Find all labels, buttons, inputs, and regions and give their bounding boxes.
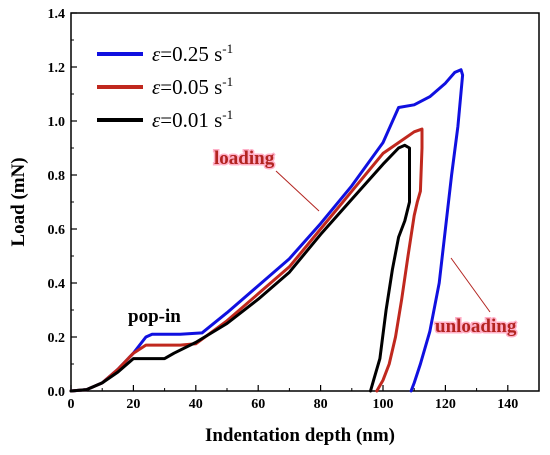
- legend-sup-2: -1: [222, 107, 233, 122]
- legend-epsilon-2: ε: [152, 108, 161, 132]
- legend-value-2: =0.01 s: [160, 108, 222, 132]
- x-tick-label-5: 100: [373, 397, 394, 412]
- legend: ε=0.25 s-1 ε=0.05 s-1 ε=0.01 s-1: [97, 41, 233, 132]
- axis-ticks: 0 20 40 60 80 100 120 140 0.0 0.2 0.4 0.6 0.8 1.0 1.2 1…: [48, 7, 519, 412]
- x-tick-label-6: 120: [435, 397, 456, 412]
- y-tick-label-7: 1.4: [48, 7, 66, 22]
- popin-annotation: pop-in: [128, 306, 181, 327]
- loading-pointer: [275, 170, 320, 212]
- x-tick-label-4: 80: [314, 397, 328, 412]
- x-axis-title: Indentation depth (nm): [205, 425, 395, 446]
- legend-value-0: =0.25 s: [160, 42, 222, 66]
- legend-epsilon-0: ε: [152, 42, 161, 66]
- series-line-0: [69, 68, 465, 393]
- y-tick-label-0: 0.0: [48, 385, 66, 400]
- legend-label-1: ε=0.05 s-1: [152, 74, 233, 99]
- x-tick-label-3: 60: [251, 397, 265, 412]
- x-tick-label-0: 0: [68, 397, 75, 412]
- y-tick-label-6: 1.2: [48, 61, 66, 76]
- y-tick-label-1: 0.2: [48, 331, 66, 346]
- x-tick-label-2: 40: [189, 397, 203, 412]
- legend-epsilon-1: ε: [152, 75, 161, 99]
- series-line-2: [69, 143, 411, 393]
- x-tick-label-1: 20: [126, 397, 140, 412]
- legend-sup-1: -1: [222, 74, 233, 89]
- x-tick-label-7: 140: [497, 397, 518, 412]
- legend-label-2: ε=0.01 s-1: [152, 107, 233, 132]
- series-line-1: [69, 127, 424, 393]
- y-tick-label-3: 0.6: [48, 223, 66, 238]
- loading-annotation: loading: [214, 148, 275, 169]
- legend-value-1: =0.05 s: [160, 75, 222, 99]
- unloading-annotation: unloading: [435, 316, 517, 337]
- y-tick-label-2: 0.4: [48, 277, 66, 292]
- legend-sup-0: -1: [222, 41, 233, 56]
- series-lines: [69, 68, 465, 393]
- unloading-pointer: [450, 257, 491, 313]
- legend-label-0: ε=0.25 s-1: [152, 41, 233, 66]
- y-tick-label-4: 0.8: [48, 169, 66, 184]
- y-tick-label-5: 1.0: [48, 115, 66, 130]
- y-axis-title: Load (mN): [8, 157, 29, 246]
